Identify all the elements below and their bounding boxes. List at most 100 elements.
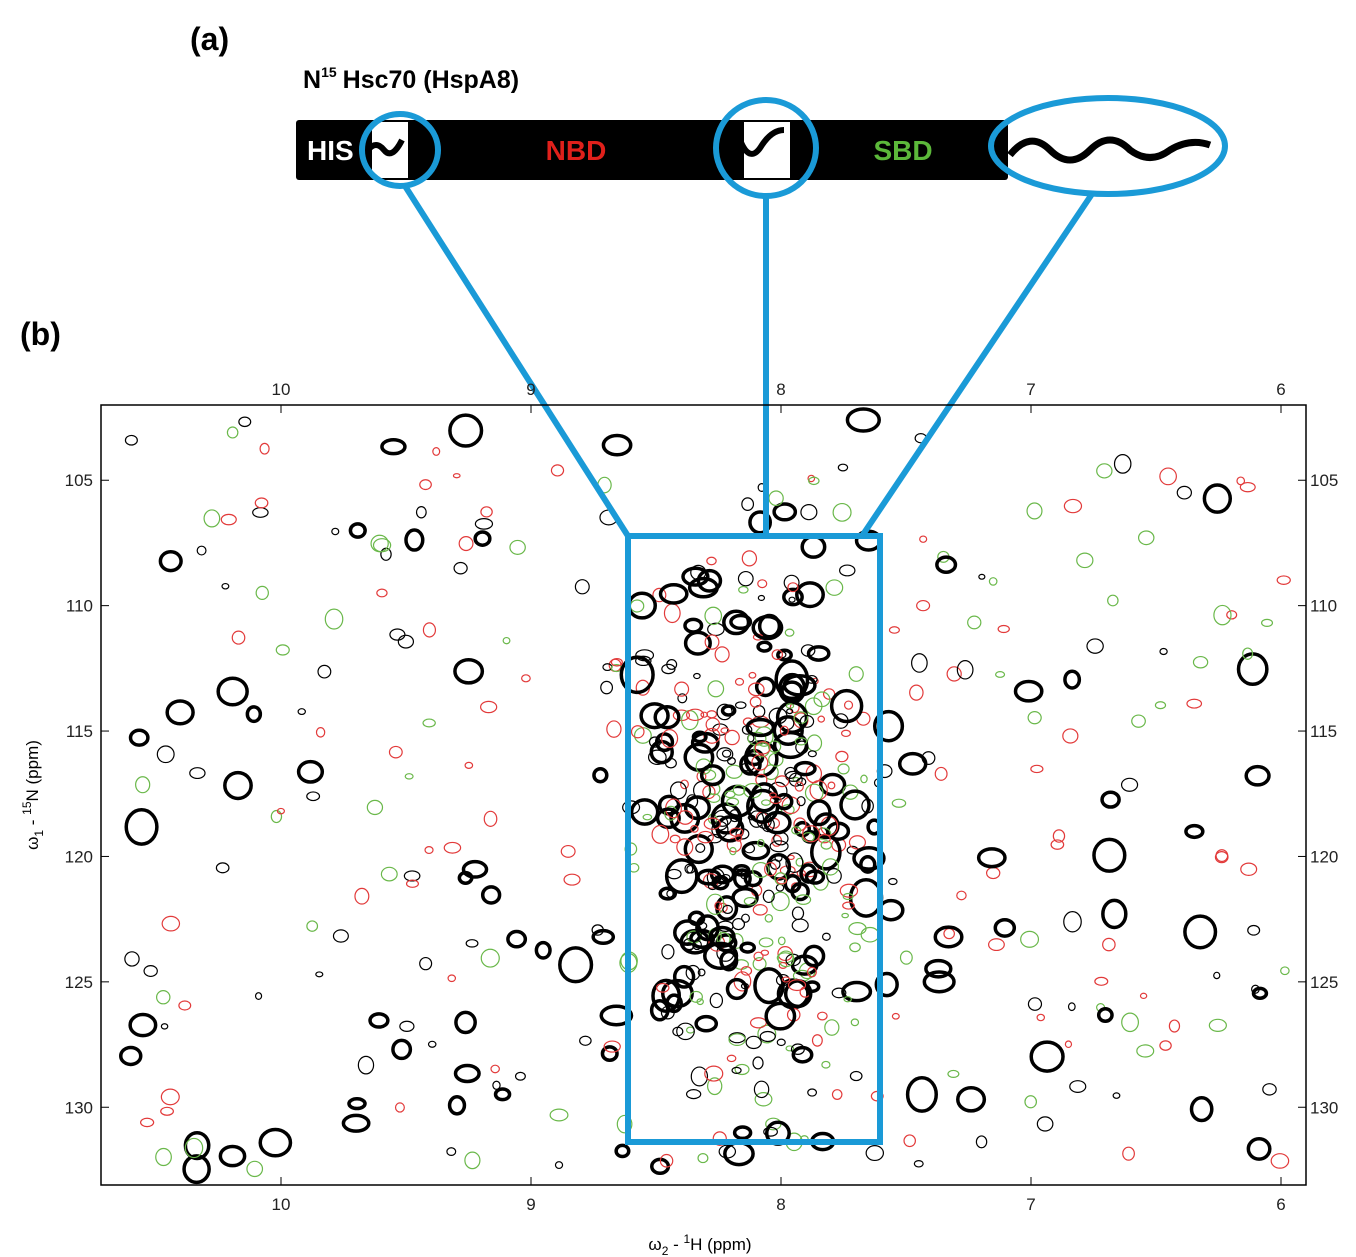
peak-contour (258, 1127, 293, 1158)
peak-contour (404, 528, 425, 552)
peak-contour (752, 957, 767, 971)
peak-contour (714, 901, 723, 911)
peak-contour (666, 889, 674, 898)
peak-contour (715, 815, 745, 843)
peak-contour (934, 766, 948, 781)
peak-contour (549, 1108, 569, 1122)
peak-contour (813, 691, 831, 708)
peak-contour (802, 944, 826, 968)
peak-contour (741, 550, 758, 567)
peak-contour (737, 570, 754, 587)
y-tick-label: 110 (1310, 597, 1337, 616)
peak-contour (741, 840, 771, 861)
peak-contour (1184, 823, 1205, 840)
peak-contour (669, 781, 687, 800)
peak-contour (221, 582, 230, 590)
peak-contour (795, 581, 825, 609)
peak-contour (677, 693, 688, 704)
peak-contour (747, 682, 765, 697)
peak-contour (699, 764, 726, 787)
peak-contour (722, 609, 751, 636)
peak-contour (860, 774, 868, 784)
peak-contour (629, 599, 645, 613)
peak-contour (791, 918, 809, 933)
peak-contour (245, 705, 263, 724)
peak-contour (480, 948, 500, 968)
peak-contour (935, 555, 958, 574)
peak-contour (347, 1097, 367, 1111)
peak-contour (453, 657, 485, 685)
peak-contour (704, 606, 723, 626)
peak-contour (769, 859, 781, 870)
peak-contour (839, 883, 859, 898)
peak-contour (1246, 1136, 1272, 1161)
peak-contour (1159, 467, 1177, 486)
peak-contour (837, 463, 849, 472)
peak-contour (1159, 1040, 1172, 1051)
peak-contour (779, 725, 789, 736)
peak-contour (757, 594, 766, 601)
peak-contour (757, 579, 768, 589)
peak-contour (124, 434, 138, 446)
peak-contour (839, 789, 871, 821)
peak-contour (1024, 1095, 1038, 1109)
peak-contour (680, 779, 689, 790)
peak-contour (707, 1077, 723, 1096)
peak-contour (220, 513, 237, 526)
peak-contour (458, 536, 474, 552)
peak-contour (160, 1023, 169, 1030)
peak-contour (677, 810, 694, 825)
peak-contour (754, 1092, 773, 1107)
peak-contour (1101, 898, 1128, 930)
peak-contour (1092, 837, 1127, 873)
peak-contour (461, 859, 489, 879)
peak-contour (831, 1089, 843, 1100)
peak-contour (521, 674, 531, 683)
peak-contour (778, 961, 788, 969)
peak-contour (1189, 1096, 1214, 1123)
peak-contour (807, 1088, 818, 1097)
peak-contour (1208, 1018, 1227, 1033)
peak-contour (380, 866, 398, 882)
peak-contour (732, 868, 752, 890)
peak-contour (574, 579, 590, 595)
peak-contour (601, 433, 633, 457)
peak-contour (692, 780, 711, 800)
peak-contour (259, 442, 270, 455)
peak-contour (752, 904, 768, 916)
peak-contour (1137, 530, 1155, 546)
peak-contour (747, 731, 767, 746)
peak-contour (614, 1143, 631, 1159)
peak-contour (254, 497, 269, 509)
peak-contour (704, 634, 720, 650)
peak-contour (752, 1056, 764, 1070)
peak-contour (1270, 1153, 1290, 1169)
peak-contour (394, 1102, 405, 1113)
peak-contour (804, 869, 826, 885)
peak-contour (591, 928, 616, 946)
peak-contour (415, 506, 427, 519)
peak-contour (800, 644, 816, 657)
peak-contour (696, 998, 704, 1006)
peak-contour (757, 838, 765, 848)
peak-contour (246, 1160, 264, 1178)
peak-contour (817, 1011, 828, 1021)
peak-contour (560, 844, 576, 858)
peak-contour (786, 708, 794, 715)
peak-contour (852, 845, 886, 871)
peak-contour (156, 989, 171, 1005)
peak-contour (563, 873, 581, 886)
peak-contour (1036, 1013, 1046, 1022)
peak-contour (683, 942, 694, 952)
peak-contour (652, 587, 667, 603)
peak-contour (749, 1017, 767, 1029)
peak-contour (715, 895, 739, 922)
peak-contour (658, 886, 678, 901)
peak-contour (705, 717, 721, 732)
peak-contour (306, 791, 321, 802)
peak-contour (663, 603, 681, 624)
x-tick-label: 9 (526, 1195, 535, 1214)
peak-contour (946, 666, 962, 682)
peak-contour (161, 915, 181, 932)
peak-contour (995, 671, 1006, 678)
